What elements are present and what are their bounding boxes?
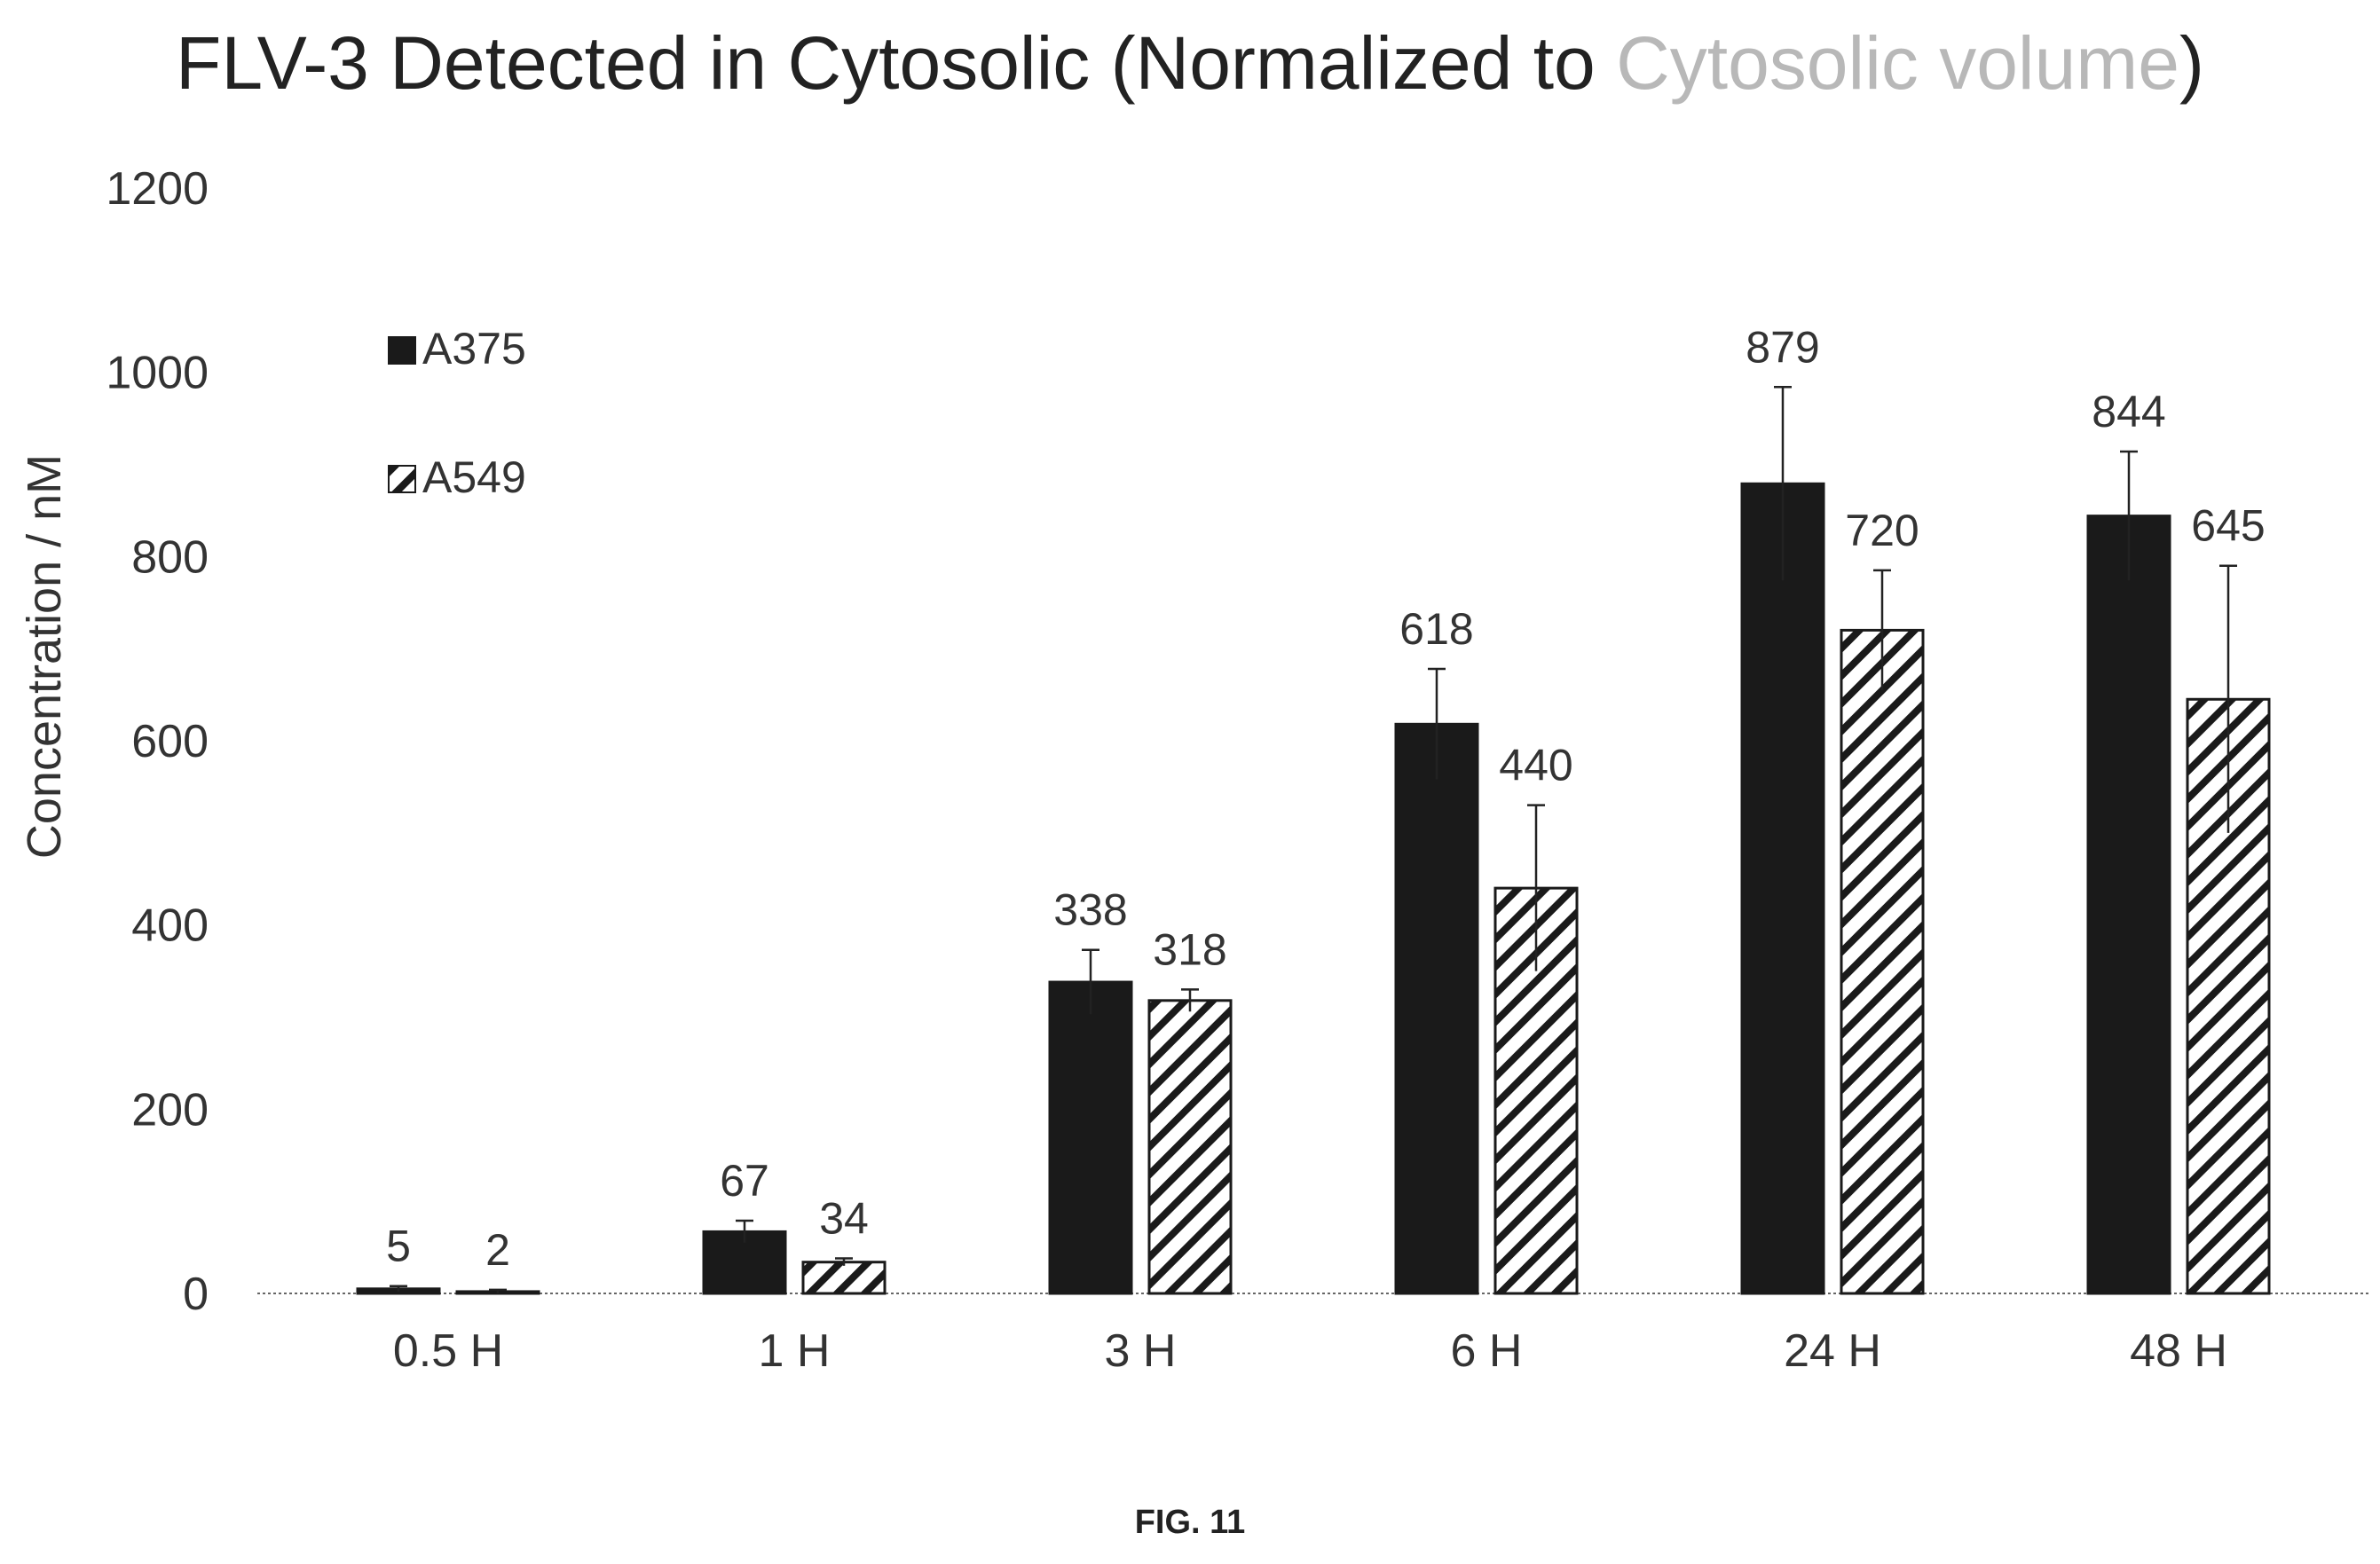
x-tick-label: 48 H	[2130, 1325, 2227, 1377]
data-label: 34	[819, 1194, 869, 1244]
y-tick-label: 1200	[106, 163, 209, 215]
x-tick-label: 0.5 H	[393, 1325, 503, 1377]
x-tick-label: 6 H	[1451, 1325, 1523, 1377]
bar-a375	[1742, 483, 1824, 1293]
legend-swatch-a375	[389, 337, 415, 364]
y-tick-label: 400	[131, 900, 209, 952]
y-tick-label: 600	[131, 716, 209, 767]
bar-a375	[1050, 982, 1131, 1293]
bar-a549	[1841, 630, 1923, 1293]
data-label: 318	[1153, 924, 1226, 974]
bar-a549	[1149, 1001, 1231, 1293]
data-label: 844	[2092, 387, 2165, 436]
data-label: 338	[1053, 885, 1127, 935]
data-label: 2	[485, 1225, 510, 1275]
legend-label-a549: A549	[422, 452, 526, 502]
data-label: 440	[1499, 741, 1572, 790]
chart-title-part: FLV-3 Detected in Cytosolic (Normalized …	[176, 21, 1616, 105]
chart-title: FLV-3 Detected in Cytosolic (Normalized …	[176, 21, 2204, 105]
x-tick-label: 24 H	[1784, 1325, 1881, 1377]
bar-a375	[1396, 724, 1478, 1293]
legend: A375 A549	[389, 324, 526, 502]
legend-swatch-a549	[389, 466, 415, 492]
data-label: 618	[1399, 604, 1473, 654]
bars: 5 2 67 34 338 318 618 440 879 720 844 645	[358, 322, 2269, 1293]
data-label: 5	[386, 1222, 411, 1271]
y-axis-label: Concentration / nM	[18, 454, 71, 859]
figure-caption: FIG. 11	[0, 1504, 2380, 1542]
bar-a375	[2088, 516, 2170, 1293]
data-label: 67	[720, 1156, 769, 1206]
legend-label-a375: A375	[422, 324, 526, 373]
x-axis-ticks: 0.5 H 1 H 3 H 6 H 24 H 48 H	[393, 1325, 2227, 1377]
y-tick-label: 800	[131, 531, 209, 583]
x-tick-label: 3 H	[1105, 1325, 1177, 1377]
y-axis-ticks: 0 200 400 600 800 1000 1200	[106, 163, 209, 1320]
x-tick-label: 1 H	[759, 1325, 831, 1377]
data-label: 645	[2191, 501, 2265, 551]
y-tick-label: 1000	[106, 348, 209, 399]
y-tick-label: 200	[131, 1084, 209, 1136]
data-label: 720	[1845, 506, 1919, 555]
chart-title-part: )	[2179, 21, 2204, 105]
y-tick-label: 0	[183, 1269, 209, 1320]
chart-title-part: Cytosolic volume	[1616, 21, 2179, 105]
bar-a549	[803, 1262, 885, 1293]
data-label: 879	[1746, 322, 1819, 372]
